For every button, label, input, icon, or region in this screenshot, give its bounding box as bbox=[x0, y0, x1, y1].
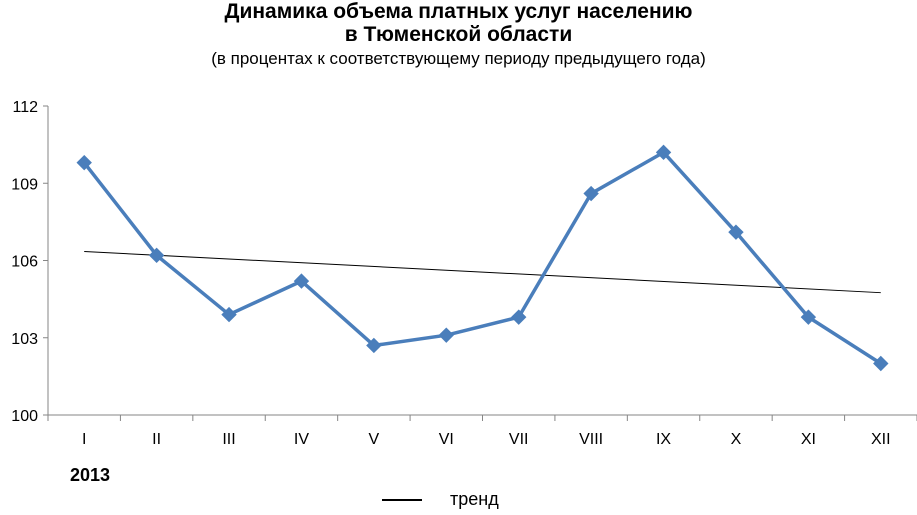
y-tick-label: 103 bbox=[11, 331, 38, 348]
series-line bbox=[82, 150, 882, 365]
data-point-marker bbox=[728, 224, 744, 240]
x-tick-label: III bbox=[222, 431, 235, 448]
x-tick-label: X bbox=[731, 431, 742, 448]
x-tick-label: XII bbox=[871, 431, 891, 448]
trend-line bbox=[84, 250, 881, 294]
chart-subtitle: (в процентах к соответствующему периоду … bbox=[211, 49, 706, 68]
y-tick-label: 100 bbox=[11, 408, 38, 425]
data-point-marker bbox=[655, 144, 672, 161]
data-point-marker bbox=[511, 309, 527, 325]
x-tick-label: XI bbox=[801, 431, 816, 448]
x-tick-label: VI bbox=[439, 431, 454, 448]
data-point-marker bbox=[800, 309, 817, 325]
legend-trend-swatch bbox=[382, 499, 422, 501]
chart-title-line1: Динамика объема платных услуг населению bbox=[224, 0, 693, 23]
x-tick-label: VIII bbox=[579, 431, 603, 448]
x-tick-label: V bbox=[369, 431, 380, 448]
data-point-marker bbox=[76, 154, 92, 171]
y-tick-label: 112 bbox=[12, 99, 38, 116]
data-point-marker bbox=[873, 355, 889, 372]
x-tick-label: I bbox=[82, 431, 86, 448]
data-point-marker bbox=[366, 337, 382, 354]
x-tick-label: II bbox=[152, 431, 161, 448]
legend-trend-label: тренд bbox=[450, 489, 499, 509]
year-label: 2013 bbox=[70, 465, 111, 485]
x-tick-label: VII bbox=[509, 431, 529, 448]
chart-title-line2: в Тюменской области bbox=[344, 23, 573, 46]
x-tick-label: IV bbox=[294, 431, 309, 448]
data-point-marker bbox=[293, 273, 310, 289]
x-tick-label: IX bbox=[656, 431, 671, 448]
data-point-marker bbox=[148, 247, 165, 264]
y-tick-label: 109 bbox=[11, 176, 38, 193]
data-point-marker bbox=[583, 185, 599, 202]
data-point-marker bbox=[221, 306, 237, 323]
y-tick-label: 106 bbox=[11, 254, 38, 271]
data-point-marker bbox=[438, 327, 454, 343]
